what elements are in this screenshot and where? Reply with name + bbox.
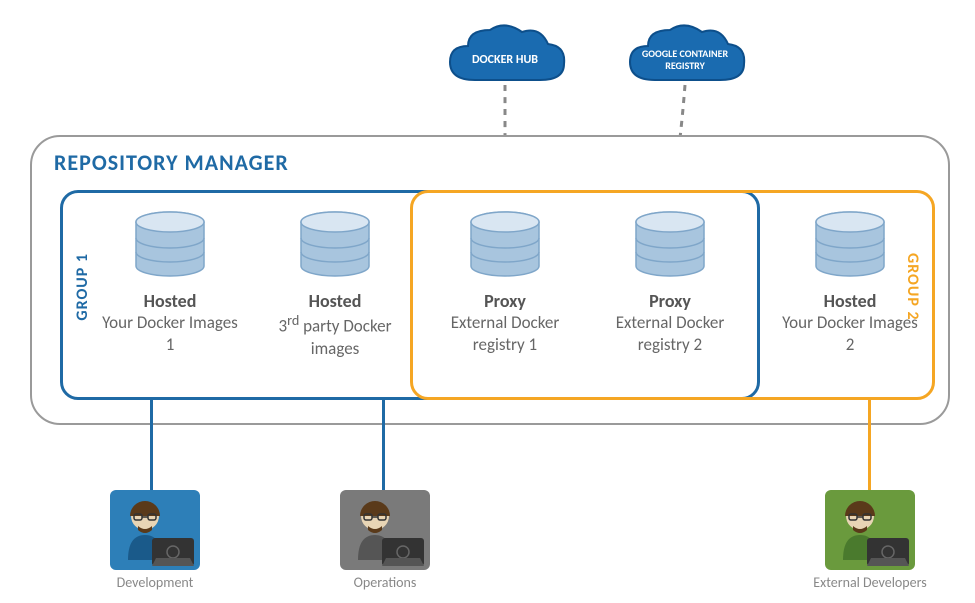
connector-ops — [382, 400, 385, 495]
user-label: Operations — [320, 574, 450, 591]
user-operations: Operations — [320, 490, 450, 591]
container-title: REPOSITORY MANAGER — [54, 149, 289, 176]
cloud-google-registry: GOOGLE CONTAINER REGISTRY — [620, 20, 750, 100]
group2-label: GROUP 2 — [903, 253, 922, 321]
connector-ext — [868, 400, 871, 495]
repo-title: Hosted — [100, 290, 240, 312]
cloud-label: DOCKER HUB — [464, 53, 546, 67]
group1-label: GROUP 1 — [73, 253, 92, 321]
developer-icon — [825, 490, 915, 570]
user-label: External Developers — [805, 574, 935, 591]
repo-subtitle: 3rd party Docker images — [265, 312, 405, 360]
developer-icon — [340, 490, 430, 570]
repo-hosted-1: Hosted Your Docker Images 1 — [100, 210, 240, 356]
database-icon — [295, 210, 375, 282]
group2-box: GROUP 2 — [410, 190, 935, 400]
user-development: Development — [90, 490, 220, 591]
cloud-label: GOOGLE CONTAINER REGISTRY — [620, 48, 750, 72]
repo-hosted-2: Hosted 3rd party Docker images — [265, 210, 405, 360]
diagram-canvas: DOCKER HUB GOOGLE CONTAINER REGISTRY REP… — [0, 0, 975, 603]
user-external-developers: External Developers — [805, 490, 935, 591]
connector-dev — [150, 400, 153, 495]
cloud-docker-hub: DOCKER HUB — [440, 20, 570, 100]
repo-title: Hosted — [265, 290, 405, 312]
developer-icon — [110, 490, 200, 570]
database-icon — [130, 210, 210, 282]
user-label: Development — [90, 574, 220, 591]
repo-subtitle: Your Docker Images 1 — [100, 312, 240, 356]
